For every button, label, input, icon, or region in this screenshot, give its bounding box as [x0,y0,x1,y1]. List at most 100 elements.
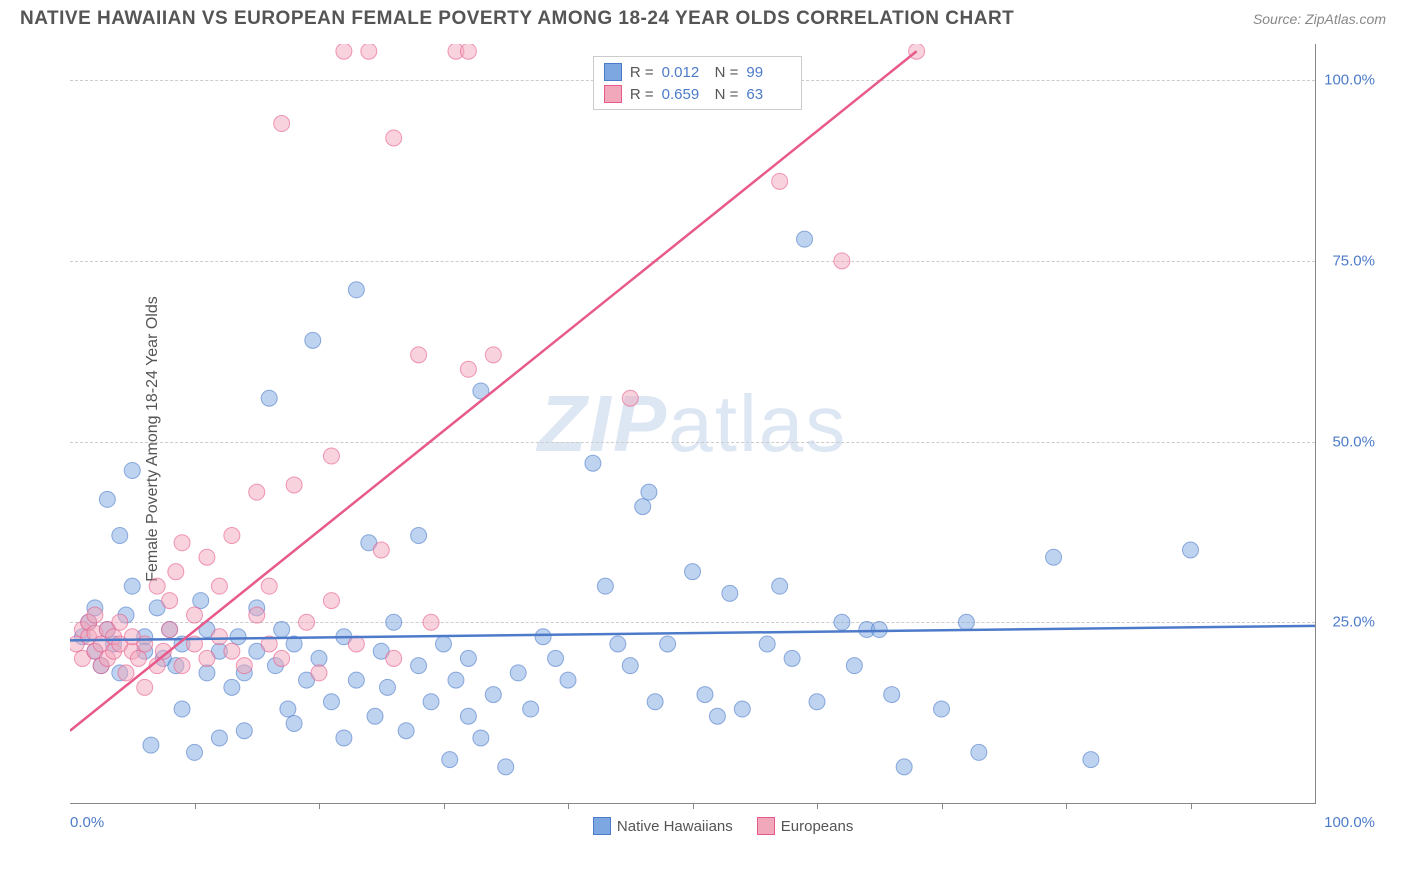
scatter-point [423,694,439,710]
scatter-point [485,687,501,703]
y-tick-label: 100.0% [1324,72,1375,89]
legend-swatch-icon [757,817,775,835]
scatter-point [99,491,115,507]
chart-title: NATIVE HAWAIIAN VS EUROPEAN FEMALE POVER… [20,8,1014,30]
scatter-point [834,614,850,630]
scatter-point [585,455,601,471]
x-tick [319,803,320,809]
scatter-point [622,658,638,674]
scatter-point [373,542,389,558]
scatter-point [597,578,613,594]
scatter-point [199,665,215,681]
scatter-point [224,679,240,695]
scatter-point [641,484,657,500]
scatter-point [610,636,626,652]
scatter-point [286,477,302,493]
scatter-point [274,650,290,666]
scatter-point [535,629,551,645]
scatter-point [162,593,178,609]
scatter-point [971,744,987,760]
scatter-plot-svg [70,44,1315,803]
scatter-point [442,752,458,768]
scatter-point [224,643,240,659]
scatter-point [411,528,427,544]
scatter-point [323,694,339,710]
scatter-point [274,116,290,132]
scatter-point [211,629,227,645]
scatter-point [261,578,277,594]
scatter-point [224,528,240,544]
scatter-point [199,549,215,565]
scatter-point [230,629,246,645]
scatter-point [112,614,128,630]
x-tick [1066,803,1067,809]
scatter-point [187,607,203,623]
scatter-point [934,701,950,717]
series-legend-item: Europeans [757,817,854,835]
legend-swatch-icon [604,63,622,81]
scatter-point [137,679,153,695]
scatter-point [348,672,364,688]
scatter-point [168,564,184,580]
scatter-point [523,701,539,717]
scatter-point [896,759,912,775]
scatter-point [193,593,209,609]
legend-n-value: 99 [746,64,791,81]
legend-r-label: R = [630,86,654,103]
legend-r-value: 0.659 [662,86,707,103]
series-legend-item: Native Hawaiians [593,817,733,835]
scatter-point [348,636,364,652]
scatter-point [336,730,352,746]
scatter-point [236,723,252,739]
scatter-point [485,347,501,363]
scatter-point [130,650,146,666]
series-legend-label: Europeans [781,818,854,835]
scatter-point [660,636,676,652]
x-tick [444,803,445,809]
scatter-point [784,650,800,666]
scatter-point [1183,542,1199,558]
scatter-point [323,448,339,464]
scatter-point [411,658,427,674]
scatter-point [299,614,315,630]
scatter-point [386,130,402,146]
scatter-point [336,44,352,59]
scatter-point [280,701,296,717]
x-tick [817,803,818,809]
scatter-point [187,744,203,760]
scatter-point [348,282,364,298]
scatter-point [772,578,788,594]
scatter-point [286,715,302,731]
scatter-point [647,694,663,710]
y-tick-label: 25.0% [1332,614,1375,631]
scatter-point [734,701,750,717]
scatter-point [448,672,464,688]
scatter-point [87,607,103,623]
legend-r-value: 0.012 [662,64,707,81]
trend-line [70,626,1315,640]
scatter-point [174,701,190,717]
scatter-point [274,622,290,638]
scatter-point [460,650,476,666]
scatter-point [622,390,638,406]
scatter-point [1083,752,1099,768]
scatter-point [311,650,327,666]
series-legend: Native Hawaiians Europeans [593,817,853,835]
scatter-point [386,650,402,666]
scatter-point [722,585,738,601]
x-tick [693,803,694,809]
scatter-point [460,708,476,724]
x-tick [1191,803,1192,809]
legend-swatch-icon [593,817,611,835]
x-tick [568,803,569,809]
scatter-point [834,253,850,269]
scatter-point [498,759,514,775]
scatter-point [548,650,564,666]
scatter-point [261,390,277,406]
chart-container: Female Poverty Among 18-24 Year Olds ZIP… [50,34,1386,844]
scatter-point [958,614,974,630]
scatter-point [361,44,377,59]
x-tick [942,803,943,809]
scatter-point [460,361,476,377]
scatter-point [249,484,265,500]
